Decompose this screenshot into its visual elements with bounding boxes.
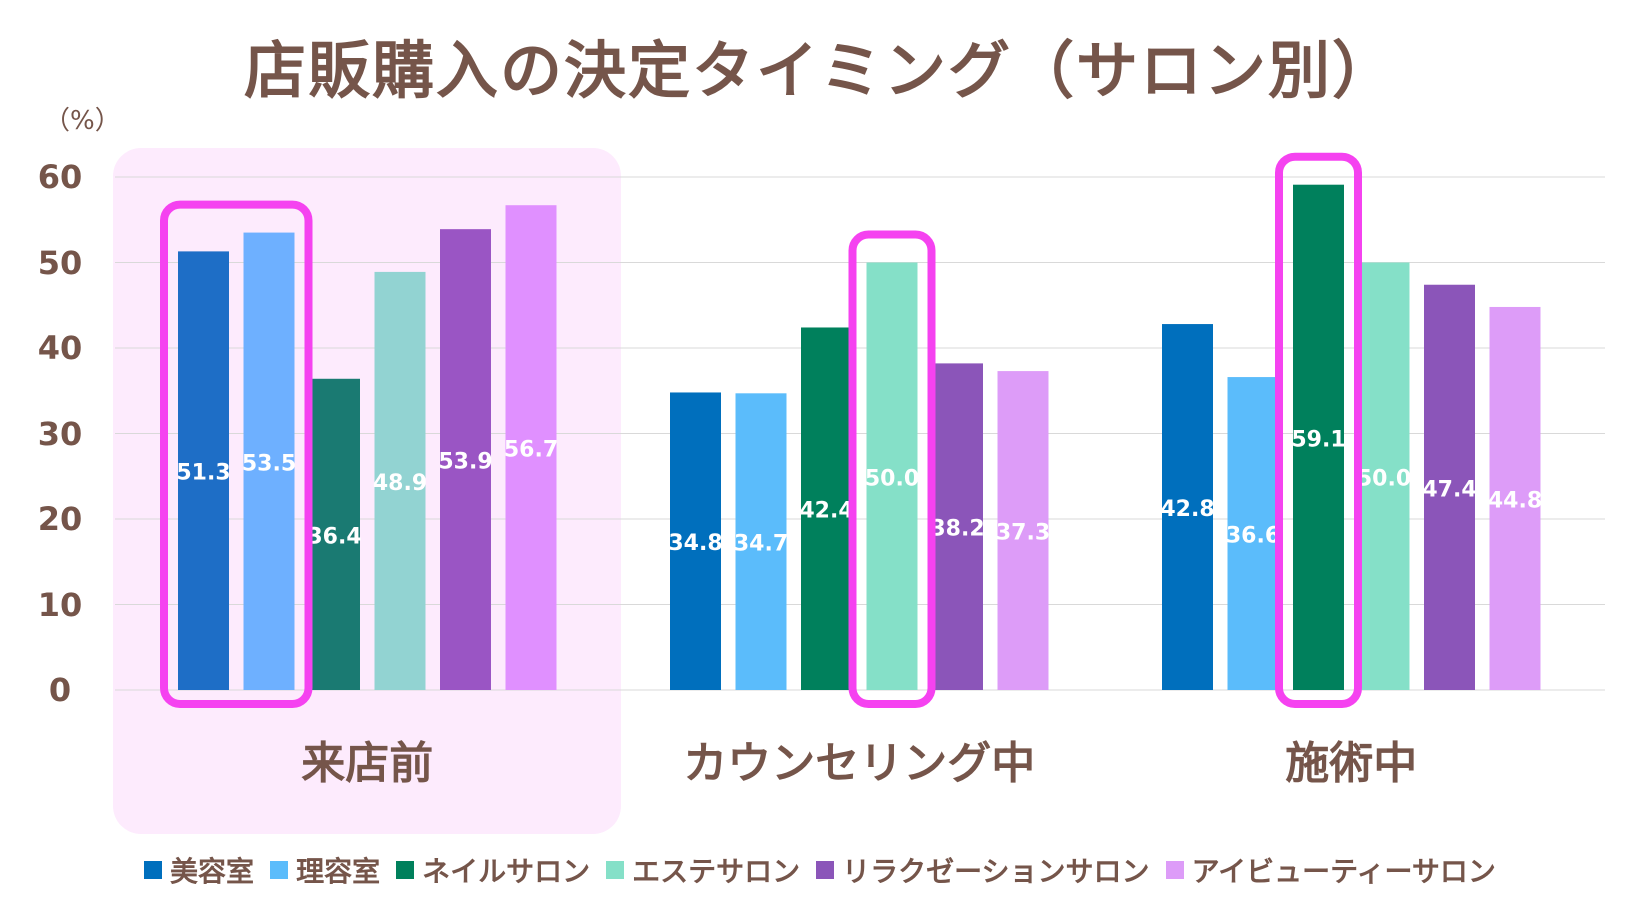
bar: [670, 392, 721, 690]
data-label: 56.7: [504, 438, 558, 463]
emphasis-outline: [1275, 152, 1362, 708]
legend-label: 美容室: [170, 855, 255, 888]
bar: [178, 251, 229, 690]
bar: [866, 262, 918, 690]
bar: [309, 378, 360, 690]
chart-title: 店販購入の決定タイミング（サロン別）: [243, 34, 1396, 107]
bar: [440, 229, 491, 690]
data-label: 34.8: [668, 531, 722, 556]
data-label: 48.9: [373, 471, 427, 496]
data-label: 53.5: [242, 451, 296, 476]
legend-swatch: [396, 861, 415, 879]
chart-legend: 美容室 理容室 ネイルサロン エステサロン リラクゼーションサロン アイビューテ…: [0, 850, 1640, 890]
y-tick-label: 30: [37, 414, 83, 453]
y-tick-label: 0: [48, 671, 72, 709]
data-label: 37.3: [996, 521, 1050, 546]
bar: [997, 371, 1049, 690]
legend-item: アイビューティーサロン: [1165, 850, 1496, 890]
x-category-label: 施術中: [1285, 738, 1417, 789]
bar: [932, 363, 983, 690]
bar: [801, 327, 852, 690]
data-label: 42.8: [1160, 497, 1214, 522]
legend-label: アイビューティーサロン: [1191, 855, 1496, 888]
y-tick-label: 20: [37, 500, 83, 538]
bar: [735, 393, 787, 690]
legend-swatch: [1165, 861, 1184, 879]
legend-item: ネイルサロン: [396, 850, 590, 890]
legend-swatch: [816, 861, 835, 879]
bar: [1424, 284, 1475, 690]
legend-label: 理容室: [296, 855, 381, 888]
data-label: 50.0: [865, 466, 919, 491]
legend-label: リラクゼーションサロン: [842, 855, 1150, 888]
x-category-label: カウンセリング中: [683, 738, 1035, 789]
emphasis-outline: [160, 200, 313, 708]
data-label: 59.1: [1291, 427, 1345, 452]
bar: [1489, 306, 1541, 690]
bar: [505, 205, 557, 690]
legend-swatch: [606, 861, 625, 879]
x-category-label: 来店前: [301, 738, 433, 789]
legend-item: 理容室: [270, 850, 380, 890]
data-label: 51.3: [176, 461, 230, 486]
legend-item: リラクゼーションサロン: [816, 850, 1150, 890]
bar: [374, 271, 426, 690]
bar: [1227, 377, 1279, 690]
data-label: 42.4: [799, 499, 853, 524]
legend-label: ネイルサロン: [422, 855, 591, 888]
y-tick-label: 60: [37, 158, 83, 196]
y-tick-label: 50: [37, 243, 83, 282]
data-label: 38.2: [930, 517, 984, 542]
data-label: 44.8: [1488, 488, 1542, 513]
data-label: 47.4: [1422, 477, 1476, 502]
data-label: 34.7: [734, 532, 788, 557]
legend-item: エステサロン: [606, 850, 800, 890]
bar: [1293, 184, 1344, 690]
bar: [243, 232, 295, 690]
highlight-background: [113, 148, 621, 834]
legend-label: エステサロン: [632, 855, 801, 888]
bar: [1358, 262, 1410, 690]
emphasis-outline: [848, 230, 936, 708]
y-axis-unit: （%）: [44, 106, 121, 136]
legend-swatch: [270, 861, 289, 879]
data-label: 36.6: [1226, 524, 1280, 549]
legend-item: 美容室: [144, 850, 254, 890]
data-label: 50.0: [1357, 466, 1411, 491]
y-tick-label: 10: [37, 585, 83, 624]
data-label: 36.4: [307, 524, 361, 549]
legend-swatch: [144, 861, 163, 879]
bar: [1162, 324, 1213, 690]
data-label: 53.9: [438, 450, 492, 475]
y-tick-label: 40: [37, 329, 83, 367]
